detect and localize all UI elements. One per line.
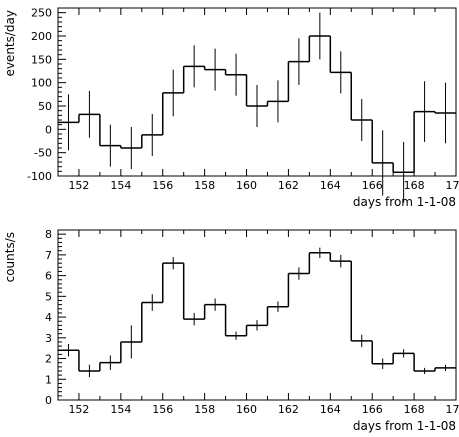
top-chart-error-bars <box>67 12 447 203</box>
top-y-tick-label: 50 <box>38 100 52 113</box>
bottom-x-tick-label-170: 170 <box>446 403 459 416</box>
bottom-y-tick-label: 5 <box>45 290 52 303</box>
bottom-y-tick-label: 6 <box>45 270 52 283</box>
bottom-y-tick-label: 8 <box>45 228 52 241</box>
top-x-tick-label-164: 164 <box>320 179 341 192</box>
top-x-tick-label-170: 170 <box>446 179 459 192</box>
top-x-tick-label-160: 160 <box>236 179 257 192</box>
bottom-x-tick-label-156: 156 <box>152 403 173 416</box>
bottom-chart-error-bars <box>67 247 447 378</box>
top-y-tick-label: 100 <box>31 77 52 90</box>
bottom-chart-frame <box>57 229 457 401</box>
top-x-tick-label-154: 154 <box>110 179 131 192</box>
top-x-tick-label-162: 162 <box>278 179 299 192</box>
bottom-x-tick-label-168: 168 <box>404 403 425 416</box>
bottom-y-tick-label: 4 <box>45 311 52 324</box>
top-y-tick-label: 250 <box>31 7 52 20</box>
top-x-tick-label-166: 166 <box>362 179 383 192</box>
bottom-chart-panel: 152154156158160162164166168170012345678 … <box>3 228 459 433</box>
top-x-tick-label-156: 156 <box>152 179 173 192</box>
top-chart-panel: 152 154 156 158 160 162 164 166 168 170 -100 -50 0 50… <box>3 7 459 209</box>
top-chart-x-axis-title: days from 1-1-08 <box>353 195 456 209</box>
top-chart-tick-labels: 152 154 156 158 160 162 164 166 168 170 -100 -50 0 50… <box>27 7 459 192</box>
top-x-tick-label-158: 158 <box>194 179 215 192</box>
top-chart-ticks <box>57 7 457 177</box>
top-y-tick-label: 200 <box>31 30 52 43</box>
bottom-chart-ticks <box>57 229 457 401</box>
top-chart-y-axis-title: events/day <box>3 10 17 77</box>
bottom-chart-y-axis-title: counts/s <box>3 232 17 282</box>
top-y-tick-label: 0 <box>45 123 52 136</box>
bottom-x-tick-label-160: 160 <box>236 403 257 416</box>
bottom-y-tick-label: 1 <box>45 373 52 386</box>
bottom-chart-histogram <box>58 252 456 372</box>
bottom-x-tick-label-152: 152 <box>68 403 89 416</box>
bottom-y-tick-label: 0 <box>45 394 52 407</box>
bottom-y-tick-label: 3 <box>45 332 52 345</box>
bottom-x-tick-label-154: 154 <box>110 403 131 416</box>
top-x-tick-label-168: 168 <box>404 179 425 192</box>
bottom-chart-x-axis-title: days from 1-1-08 <box>353 419 456 433</box>
bottom-y-tick-label: 2 <box>45 353 52 366</box>
bottom-x-tick-label-158: 158 <box>194 403 215 416</box>
top-x-tick-label-152: 152 <box>68 179 89 192</box>
bottom-x-tick-label-166: 166 <box>362 403 383 416</box>
bottom-x-tick-label-162: 162 <box>278 403 299 416</box>
top-y-tick-label: -100 <box>27 170 52 183</box>
top-y-tick-label: 150 <box>31 53 52 66</box>
bottom-y-tick-label: 7 <box>45 249 52 262</box>
bottom-x-tick-label-164: 164 <box>320 403 341 416</box>
top-y-tick-label: -50 <box>34 147 52 160</box>
bottom-chart-tick-labels: 152 154 156 158 160 162 164 166 168 170 0 1 2 3 4 5 6 7 8 <box>45 228 459 416</box>
